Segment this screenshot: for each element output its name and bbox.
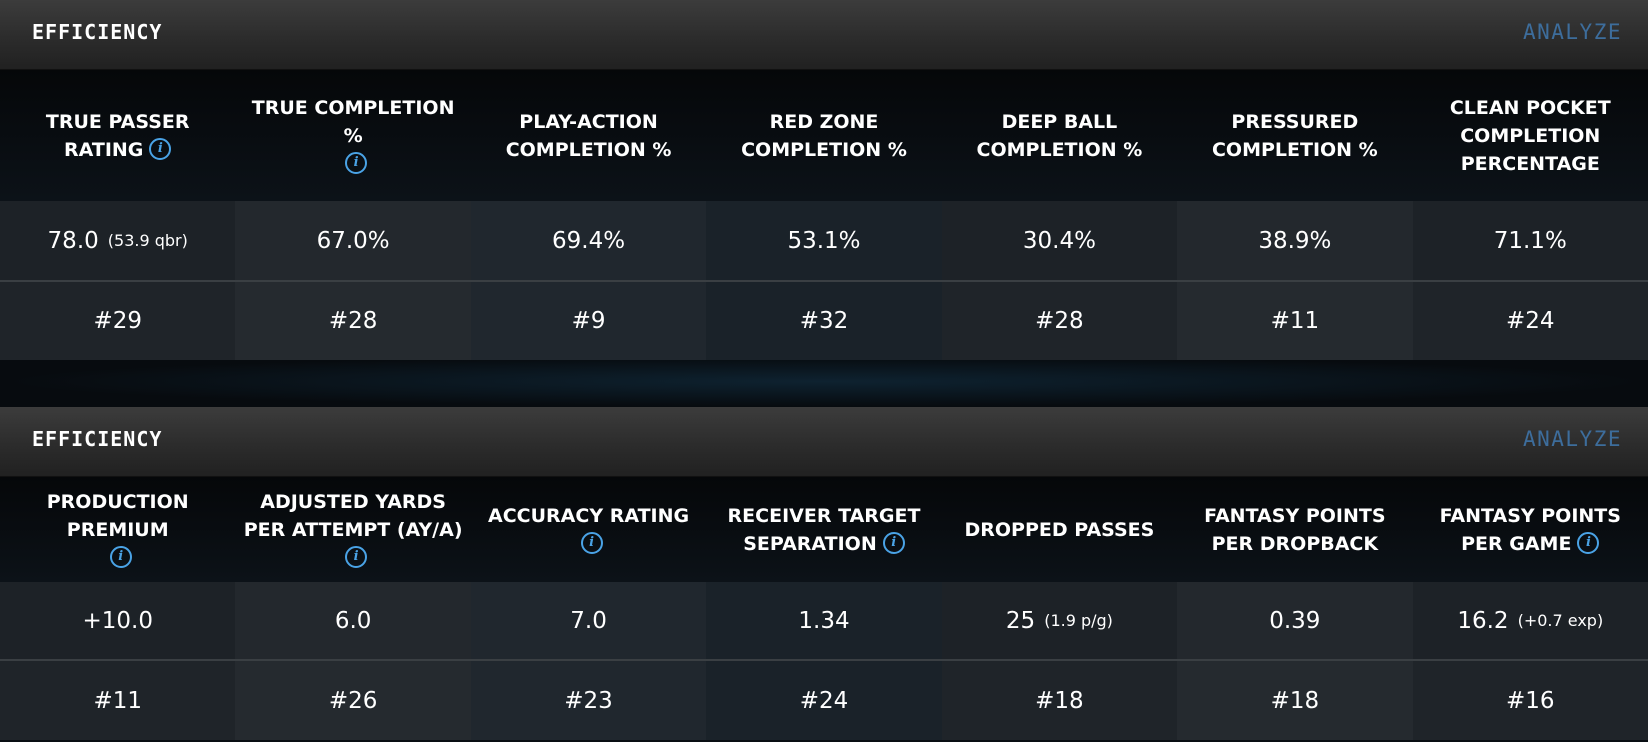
stat-header-label: ADJUSTED YARDS PER ATTEMPT (AY/A) bbox=[243, 490, 463, 541]
stat-value: 53.1% bbox=[787, 227, 861, 254]
stat-value-note: (1.9 p/g) bbox=[1044, 611, 1113, 630]
stat-header: PRESSURED COMPLETION % bbox=[1177, 70, 1413, 201]
stat-header: DEEP BALL COMPLETION % bbox=[941, 70, 1178, 201]
efficiency-panel-2: EFFICIENCY ANALYZE PRODUCTION PREMIUM i A… bbox=[0, 407, 1648, 740]
stat-value: 0.39 bbox=[1269, 607, 1321, 634]
stat-value-cell: 7.0 bbox=[470, 582, 707, 659]
stat-header: CLEAN POCKET COMPLETION PERCENTAGE bbox=[1412, 70, 1648, 201]
stat-header: FANTASY POINTS PER GAME i bbox=[1412, 477, 1648, 582]
stat-value-row: +10.0 6.0 7.0 1.34 25 (1.9 p/g) 0.39 16.2… bbox=[0, 582, 1648, 661]
stat-rank: #29 bbox=[0, 282, 236, 360]
info-icon[interactable]: i bbox=[580, 531, 603, 554]
stat-value: +10.0 bbox=[82, 607, 153, 634]
stat-rank: #32 bbox=[706, 282, 942, 360]
stat-header-label: FANTASY POINTS PER GAME bbox=[1439, 504, 1621, 555]
stat-header-row: PRODUCTION PREMIUM i ADJUSTED YARDS PER A… bbox=[0, 477, 1648, 582]
stat-rank: #9 bbox=[470, 282, 707, 360]
panel-title: EFFICIENCY bbox=[32, 20, 163, 44]
stat-value: 69.4% bbox=[552, 227, 626, 254]
stat-header-row: TRUE PASSER RATING i TRUE COMPLETION % i P… bbox=[0, 70, 1648, 201]
stat-value: 78.0 bbox=[47, 227, 99, 254]
stat-header: FANTASY POINTS PER DROPBACK bbox=[1177, 477, 1413, 582]
stat-header: ADJUSTED YARDS PER ATTEMPT (AY/A) i bbox=[235, 477, 471, 582]
stat-header-label: DROPPED PASSES bbox=[964, 518, 1155, 541]
panel-header: EFFICIENCY ANALYZE bbox=[0, 0, 1648, 70]
panel-header: EFFICIENCY ANALYZE bbox=[0, 407, 1648, 477]
stat-rank: #18 bbox=[941, 661, 1178, 740]
stat-value-cell: +10.0 bbox=[0, 582, 236, 659]
stat-value: 25 bbox=[1005, 607, 1036, 634]
stat-value-cell: 67.0% bbox=[235, 201, 471, 280]
stat-value-note: (53.9 qbr) bbox=[107, 231, 188, 250]
stat-value-cell: 69.4% bbox=[470, 201, 707, 280]
stat-value-cell: 30.4% bbox=[941, 201, 1178, 280]
stat-value-cell: 0.39 bbox=[1177, 582, 1413, 659]
stat-value: 1.34 bbox=[798, 607, 850, 634]
stat-value-cell: 25 (1.9 p/g) bbox=[941, 582, 1178, 659]
stat-rank: #28 bbox=[235, 282, 471, 360]
stat-rank: #24 bbox=[1412, 282, 1648, 360]
stat-value: 16.2 bbox=[1457, 607, 1509, 634]
stat-value-cell: 16.2 (+0.7 exp) bbox=[1412, 582, 1648, 659]
stat-header: RED ZONE COMPLETION % bbox=[706, 70, 942, 201]
stat-header-label: ACCURACY RATING bbox=[488, 504, 690, 527]
stat-rank-row: #11 #26 #23 #24 #18 #18 #16 bbox=[0, 661, 1648, 740]
stat-header-label: RED ZONE COMPLETION % bbox=[741, 110, 907, 161]
stat-header-label: FANTASY POINTS PER DROPBACK bbox=[1204, 504, 1386, 555]
stat-value: 71.1% bbox=[1493, 227, 1567, 254]
stat-header: TRUE PASSER RATING i bbox=[0, 70, 236, 201]
stat-header: ACCURACY RATING i bbox=[470, 477, 707, 582]
stat-value: 38.9% bbox=[1258, 227, 1332, 254]
stat-header-label: CLEAN POCKET COMPLETION PERCENTAGE bbox=[1449, 96, 1611, 175]
stat-value-note: (+0.7 exp) bbox=[1517, 611, 1604, 630]
stat-rank: #18 bbox=[1177, 661, 1413, 740]
stat-rank-row: #29 #28 #9 #32 #28 #11 #24 bbox=[0, 282, 1648, 360]
stat-header-label: TRUE COMPLETION % bbox=[251, 96, 455, 147]
stat-rank: #11 bbox=[1177, 282, 1413, 360]
stat-value-cell: 38.9% bbox=[1177, 201, 1413, 280]
stat-value: 6.0 bbox=[334, 607, 372, 634]
panel-title: EFFICIENCY bbox=[32, 427, 163, 451]
stat-header-label: DEEP BALL COMPLETION % bbox=[976, 110, 1143, 161]
stat-header-label: PLAY-ACTION COMPLETION % bbox=[505, 110, 672, 161]
stat-header-label: TRUE PASSER RATING bbox=[45, 110, 190, 161]
info-icon[interactable]: i bbox=[345, 545, 368, 568]
info-icon[interactable]: i bbox=[882, 531, 905, 554]
stat-rank: #23 bbox=[470, 661, 707, 740]
stat-header: DROPPED PASSES bbox=[941, 477, 1178, 582]
stat-value-cell: 6.0 bbox=[235, 582, 471, 659]
stat-header: PLAY-ACTION COMPLETION % bbox=[470, 70, 707, 201]
info-icon[interactable]: i bbox=[345, 151, 368, 174]
stat-rank: #28 bbox=[941, 282, 1178, 360]
stat-header-label: PRODUCTION PREMIUM bbox=[46, 490, 189, 541]
stat-header: PRODUCTION PREMIUM i bbox=[0, 477, 236, 582]
panel-gap bbox=[0, 356, 1648, 407]
stat-value: 7.0 bbox=[570, 607, 607, 634]
stat-rank: #16 bbox=[1412, 661, 1648, 740]
stat-header-label: RECEIVER TARGET SEPARATION bbox=[727, 504, 921, 555]
stat-rank: #24 bbox=[706, 661, 942, 740]
stat-value: 30.4% bbox=[1022, 227, 1096, 254]
info-icon[interactable]: i bbox=[149, 137, 172, 160]
stat-value-row: 78.0 (53.9 qbr) 67.0% 69.4% 53.1% 30.4% 3… bbox=[0, 201, 1648, 282]
stat-value-cell: 53.1% bbox=[706, 201, 942, 280]
stat-header: TRUE COMPLETION % i bbox=[235, 70, 471, 201]
efficiency-panel-1: EFFICIENCY ANALYZE TRUE PASSER RATING i T… bbox=[0, 0, 1648, 360]
stat-value: 67.0% bbox=[316, 227, 390, 254]
stat-value-cell: 78.0 (53.9 qbr) bbox=[0, 201, 236, 280]
stat-value-cell: 1.34 bbox=[706, 582, 942, 659]
analyze-link[interactable]: ANALYZE bbox=[1522, 20, 1622, 44]
analyze-link[interactable]: ANALYZE bbox=[1522, 427, 1622, 451]
info-icon[interactable]: i bbox=[109, 545, 132, 568]
info-icon[interactable]: i bbox=[1577, 531, 1600, 554]
stat-header-label: PRESSURED COMPLETION % bbox=[1211, 110, 1378, 161]
stat-value-cell: 71.1% bbox=[1412, 201, 1648, 280]
stat-rank: #26 bbox=[235, 661, 471, 740]
stat-header: RECEIVER TARGET SEPARATION i bbox=[706, 477, 942, 582]
stat-rank: #11 bbox=[0, 661, 236, 740]
